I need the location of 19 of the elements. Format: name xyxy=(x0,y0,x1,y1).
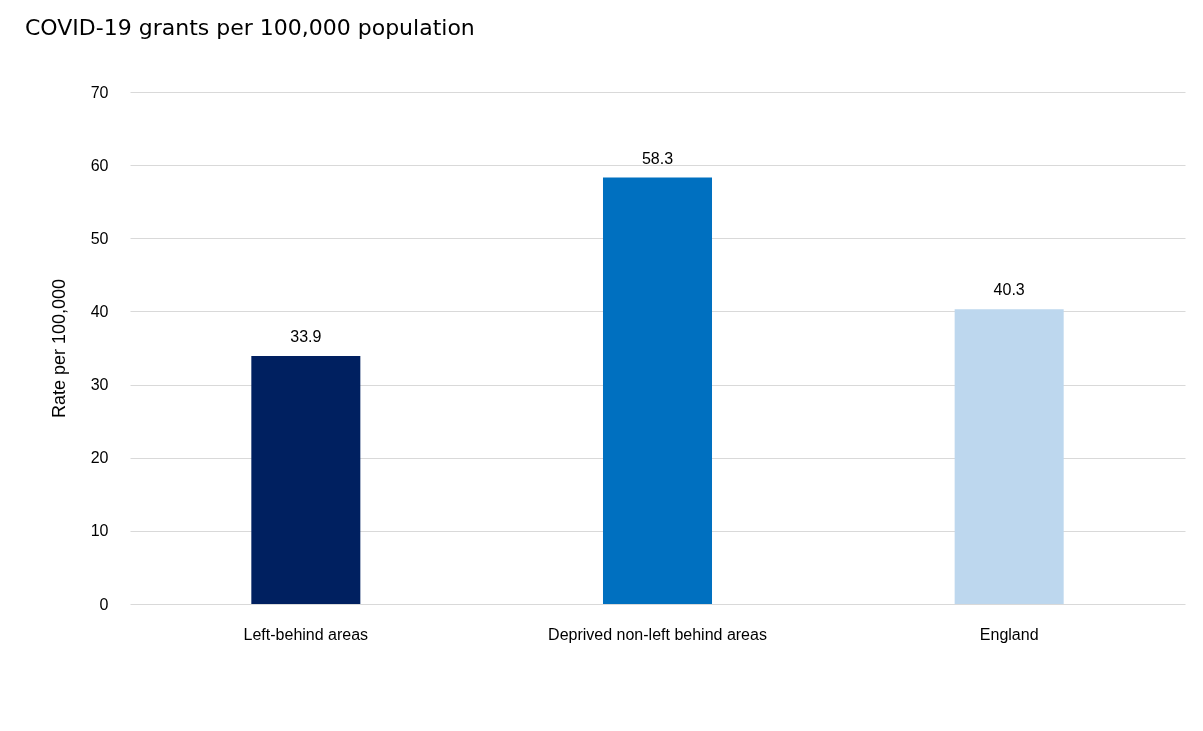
data-label: 58.3 xyxy=(641,149,674,167)
data-label: 40.3 xyxy=(993,281,1025,299)
y-tick-label: 50 xyxy=(90,229,109,247)
y-tick-label: 10 xyxy=(90,522,109,540)
bar xyxy=(954,309,1064,604)
x-tick-label: Deprived non-left behind areas xyxy=(548,625,767,643)
bar xyxy=(602,177,713,604)
chart-title: COVID-19 grants per 100,000 population xyxy=(25,15,475,40)
y-tick-label: 0 xyxy=(99,595,109,613)
bar xyxy=(251,356,361,604)
y-tick-label: 30 xyxy=(90,376,109,394)
y-tick-label: 20 xyxy=(90,449,109,467)
y-axis-title: Rate per 100,000 xyxy=(48,278,69,419)
y-tick-label: 70 xyxy=(90,83,109,101)
y-tick-label: 60 xyxy=(90,156,109,174)
y-tick-label: 40 xyxy=(90,302,109,320)
x-tick-label: Left-behind areas xyxy=(243,625,369,643)
data-label: 33.9 xyxy=(290,328,322,346)
x-tick-label: England xyxy=(979,625,1039,643)
